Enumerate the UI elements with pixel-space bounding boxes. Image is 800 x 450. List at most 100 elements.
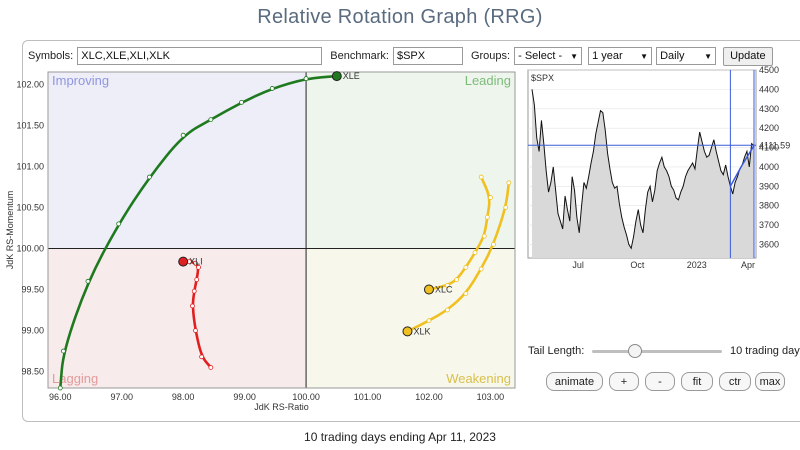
benchmark-y-tick: 3900 [759,181,779,191]
benchmark-x-label: Oct [630,260,645,270]
benchmark-y-tick: 4100 [759,143,779,153]
y-tick-label: 98.50 [21,367,44,377]
xle-tail-point [85,278,91,284]
chevron-down-icon: ▼ [640,51,649,61]
xli-head-point [178,256,189,267]
footer-caption: 10 trading days ending Apr 11, 2023 [304,430,496,444]
max-button[interactable]: max [755,372,785,391]
benchmark-y-tick: 3600 [759,239,779,249]
xlc-tail-point [488,195,493,200]
period-select-value: 1 year [592,50,623,62]
y-tick-label: 99.00 [21,326,44,336]
benchmark-x-label: Jul [572,260,584,270]
x-axis-label: JdK RS-Ratio [254,402,309,412]
xlc-tail-point [454,277,460,283]
benchmark-y-tick: 4500 [759,65,779,75]
frequency-select[interactable]: Daily ▼ [656,47,717,65]
xlc-label: XLC [435,285,453,295]
tail-length-slider-track[interactable] [592,350,722,353]
benchmark-price-line [531,89,755,250]
xle-tail-point [208,117,214,123]
benchmark-price-area [532,89,754,259]
tail-length-value: 10 trading days [730,345,800,357]
xlk-tail-point [478,266,484,272]
benchmark-y-tick: 3700 [759,220,779,230]
xlk-tail-point [445,307,450,313]
animate-button[interactable]: animate [546,372,603,391]
symbols-label: Symbols: [28,50,74,62]
xlk-tail-point [426,318,432,324]
leading-quadrant [306,72,515,249]
controls-bar: Symbols: Benchmark: Groups: - Select - ▼… [28,46,773,66]
xlk-label: XLK [413,326,430,336]
xle-tail-point [60,348,66,354]
update-button[interactable]: Update [723,46,773,66]
xlc-tail-point [472,250,478,255]
xlc-tail-line [427,175,491,291]
xle-label: XLE [343,71,360,81]
benchmark-tail-segment [729,145,755,187]
benchmark-y-tick: 3800 [759,201,779,211]
weakening-label: Weakening [446,371,511,386]
xli-tail-point [191,288,197,294]
xli-tail-point [193,328,198,333]
lagging-label: Lagging [52,371,98,386]
benchmark-input[interactable] [392,47,463,65]
y-axis-label: JdK RS-Momentum [5,191,15,270]
benchmark-label: Benchmark: [330,50,389,62]
plot-frame [47,71,516,389]
xlk-tail-point [506,180,512,186]
xle-tail-point [116,221,122,227]
chevron-down-icon: ▼ [704,51,713,61]
x-tick-label: 102.00 [415,392,443,402]
y-tick-label: 101.50 [16,120,44,130]
tail-length-slider-handle[interactable] [628,344,643,358]
benchmark-y-tick: 4400 [759,84,779,94]
groups-select-value: - Select - [518,50,563,62]
benchmark-y-tick: 4300 [759,104,779,114]
center-button[interactable]: ctr [719,372,751,391]
y-tick-label: 100.50 [16,202,44,212]
period-select[interactable]: 1 year ▼ [588,47,653,65]
xle-tail-point [269,86,275,91]
groups-select[interactable]: - Select - ▼ [514,47,583,65]
y-tick-label: 102.00 [16,79,44,89]
xli-tail-point [199,354,205,360]
xle-tail-point [303,76,309,81]
xle-tail-point [57,385,63,391]
x-tick-label: 99.00 [233,392,256,402]
xlc-tail-point [481,233,487,239]
xli-tail-point [190,303,195,309]
xlc-head-point [423,284,434,295]
symbols-input[interactable] [77,47,323,65]
zoom-out-button[interactable]: - [645,372,675,391]
xli-tail-point [193,260,198,266]
zoom-in-button[interactable]: + [609,372,639,391]
xle-tail-point [146,174,152,180]
xlk-tail-point [503,205,509,210]
xli-tail-point [196,264,201,270]
y-tick-label: 100.00 [16,243,44,253]
xlc-tail-point [445,283,450,288]
xlk-tail-point [491,241,496,247]
xle-tail-point [180,132,186,138]
fit-button[interactable]: fit [681,372,713,391]
xlk-tail-point [463,291,469,297]
x-tick-label: 103.00 [477,392,505,402]
lagging-quadrant [48,248,307,388]
leading-label: Leading [465,73,511,88]
y-tick-label: 101.00 [16,161,44,171]
benchmark-x-label: 2023 [687,260,707,270]
benchmark-last-value: 4111.59 [759,140,790,150]
y-tick-label: 99.50 [21,285,44,295]
x-tick-label: 100.00 [292,392,320,402]
frequency-select-value: Daily [660,50,685,62]
xle-head-point [331,71,342,82]
xlk-head-point [402,326,413,337]
xlc-tail-point [463,264,469,270]
benchmark-y-tick: 4200 [759,123,779,133]
improving-label: Improving [52,73,109,88]
x-tick-label: 97.00 [110,392,133,402]
